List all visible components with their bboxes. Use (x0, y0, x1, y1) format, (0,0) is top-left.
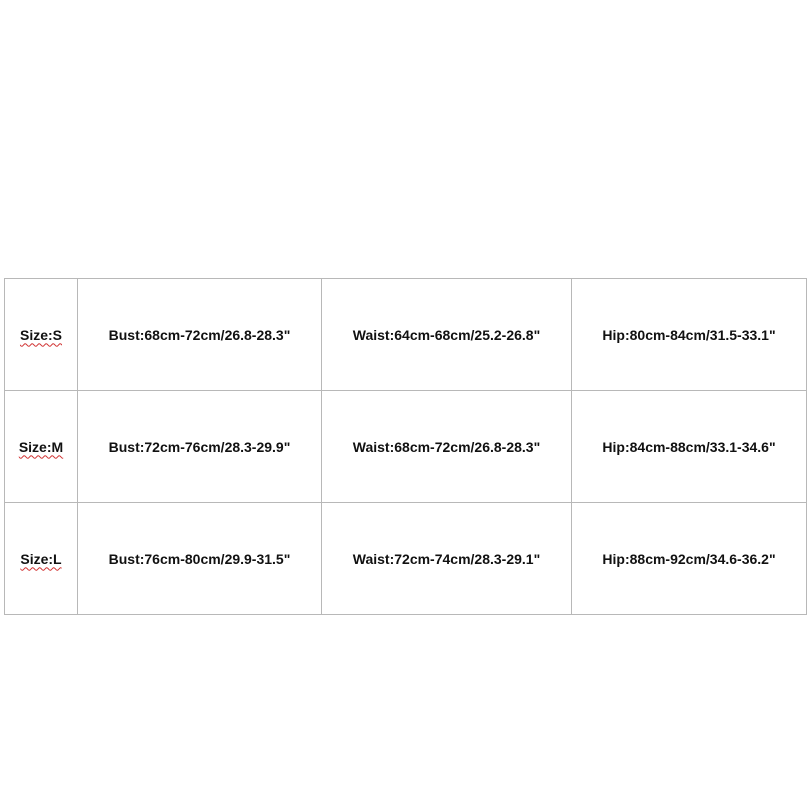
hip-cell: Hip:80cm-84cm/31.5-33.1" (571, 278, 807, 391)
bust-cell: Bust:68cm-72cm/26.8-28.3" (77, 278, 322, 391)
hip-cell: Hip:88cm-92cm/34.6-36.2" (571, 502, 807, 615)
waist-cell: Waist:72cm-74cm/28.3-29.1" (321, 502, 572, 615)
hip-cell: Hip:84cm-88cm/33.1-34.6" (571, 390, 807, 503)
waist-cell: Waist:64cm-68cm/25.2-26.8" (321, 278, 572, 391)
size-cell: Size:L (4, 502, 78, 615)
bust-cell: Bust:72cm-76cm/28.3-29.9" (77, 390, 322, 503)
size-cell: Size:M (4, 390, 78, 503)
table-row: Size:M Bust:72cm-76cm/28.3-29.9" Waist:6… (4, 390, 807, 503)
waist-cell: Waist:68cm-72cm/26.8-28.3" (321, 390, 572, 503)
bust-cell: Bust:76cm-80cm/29.9-31.5" (77, 502, 322, 615)
size-label: Size:S (19, 326, 62, 343)
table-row: Size:S Bust:68cm-72cm/26.8-28.3" Waist:6… (4, 278, 807, 391)
table-row: Size:L Bust:76cm-80cm/29.9-31.5" Waist:7… (4, 502, 807, 615)
size-label: Size:L (20, 550, 62, 567)
size-cell: Size:S (4, 278, 78, 391)
size-label: Size:M (18, 438, 64, 455)
size-chart-table: Size:S Bust:68cm-72cm/26.8-28.3" Waist:6… (4, 278, 807, 615)
